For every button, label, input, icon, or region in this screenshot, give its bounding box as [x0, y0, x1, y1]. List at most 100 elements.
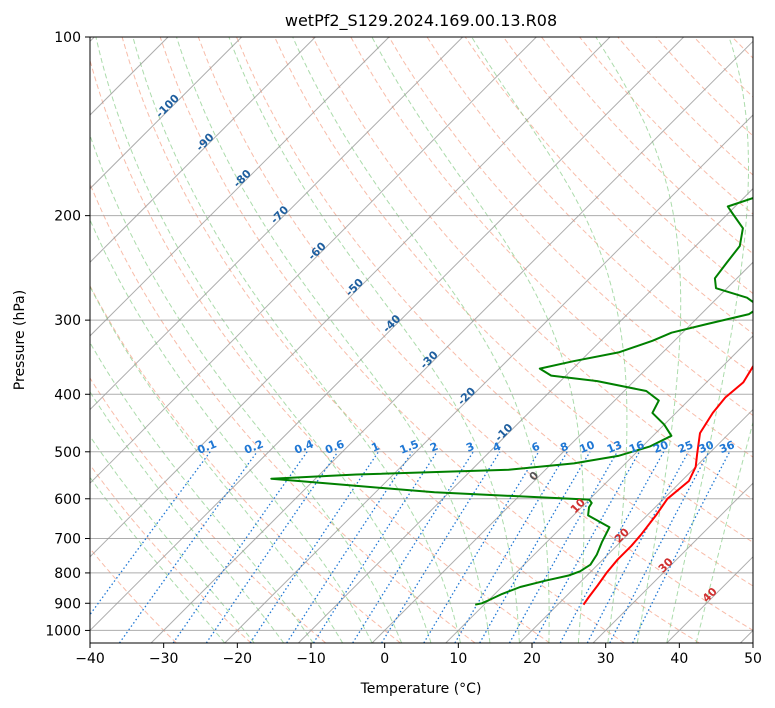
- x-tick-label: −20: [223, 651, 253, 667]
- dry-adiabat-label: -70: [268, 203, 291, 226]
- line-label-layer: 0.1 0.2 0.4 0.6 1 1.5 2 3 4 6 8 10 13 16 20 25 30 36-100-…: [153, 92, 737, 605]
- x-tick-label: 10: [449, 651, 467, 667]
- dry-adiabat: [502, 37, 753, 295]
- dry-adiabat-label: -40: [380, 312, 403, 335]
- moist-adiabat: [90, 285, 344, 643]
- isotherm: [150, 40, 753, 643]
- dry-adiabat: [159, 37, 700, 643]
- moist-adiabat: [90, 476, 226, 643]
- dry-adiabat: [90, 58, 551, 643]
- mixing-ratio-label: 13: [605, 438, 624, 456]
- mixing-ratio-label: 36: [717, 438, 736, 456]
- isotherm: [298, 187, 753, 643]
- y-tick-label: 600: [54, 492, 81, 508]
- mixing-ratio-label: 2: [428, 440, 440, 455]
- dry-adiabat: [90, 284, 401, 643]
- y-tick-label: 400: [54, 387, 81, 403]
- isotherm: [90, 37, 243, 190]
- mixing-ratio-line: [172, 451, 308, 643]
- isotherm: [371, 261, 753, 643]
- mixing-ratio-line: [559, 451, 665, 643]
- moist-adiabat: [292, 37, 550, 643]
- x-tick-label: 40: [670, 651, 688, 667]
- mixing-ratio-label: 25: [676, 438, 695, 456]
- y-axis-label: Pressure (hPa): [12, 290, 28, 390]
- mixing-ratio-label: 0.6: [323, 437, 346, 456]
- dry-adiabat: [464, 37, 753, 335]
- moist-adiabat-label: 20: [612, 525, 632, 545]
- mixing-ratio-label: 8: [558, 440, 570, 455]
- isotherm: [90, 37, 316, 263]
- mixing-ratio-label: 30: [697, 438, 716, 456]
- dry-adiabat-label: -90: [193, 130, 216, 153]
- dry-adiabat-label: -50: [343, 276, 366, 299]
- x-tick-label: −40: [75, 651, 105, 667]
- x-tick-label: 20: [523, 651, 541, 667]
- dry-adiabat-label: -20: [455, 384, 478, 407]
- mixing-ratio-line: [118, 451, 258, 643]
- isotherm: [90, 37, 685, 632]
- y-tick-label: 300: [54, 313, 81, 329]
- x-tick-label: 30: [597, 651, 615, 667]
- moist-adiabat: [371, 37, 585, 643]
- moist-adiabat: [176, 37, 491, 643]
- dry-adiabat: [350, 37, 753, 458]
- moist-adiabat-label: 30: [656, 555, 676, 575]
- dry-adiabat: [731, 37, 753, 59]
- y-tick-label: 800: [54, 566, 81, 582]
- y-axis: 100 200 300 400 500 600 700 800 900 1000: [45, 30, 90, 639]
- y-tick-label: 200: [54, 209, 81, 225]
- moist-adiabat: [90, 390, 285, 643]
- moist-adiabat: [695, 420, 753, 643]
- dry-adiabat: [236, 37, 753, 587]
- moist-adiabat: [90, 341, 314, 643]
- dry-adiabat: [90, 547, 177, 643]
- mixing-ratio-line: [586, 451, 689, 643]
- moist-adiabat: [90, 435, 255, 643]
- dewpoint-profile-line: [270, 197, 753, 606]
- mixing-ratio-label: 10: [578, 438, 597, 456]
- isotherm: [519, 408, 753, 643]
- y-tick-label: 700: [54, 532, 81, 548]
- isotherm: [90, 37, 390, 337]
- isotherm: [445, 335, 753, 643]
- moist-adiabat: [471, 37, 628, 643]
- moist-adiabat: [228, 37, 520, 643]
- y-tick-label: 900: [54, 596, 81, 612]
- dry-adiabat: [274, 37, 753, 543]
- y-tick-label: 500: [54, 445, 81, 461]
- mixing-ratio-line: [205, 451, 339, 643]
- x-tick-label: 0: [380, 651, 389, 667]
- mixing-ratio-line: [286, 451, 413, 643]
- dry-adiabat: [617, 37, 753, 176]
- series-layer: [270, 197, 753, 606]
- x-tick-label: 50: [744, 651, 762, 667]
- mixing-ratio-label: 1.5: [398, 437, 421, 456]
- mixing-ratio-line: [249, 451, 380, 643]
- mixing-ratio-line: [90, 451, 211, 616]
- mixing-ratio-line: [423, 451, 540, 643]
- moist-adiabat: [90, 218, 373, 643]
- temperature-profile-line: [582, 364, 753, 606]
- x-tick-label: −30: [149, 651, 179, 667]
- dry-adiabat: [90, 464, 252, 643]
- isotherm: [666, 556, 753, 643]
- isotherm: [90, 37, 611, 558]
- isotherm: [90, 37, 537, 484]
- dry-adiabat: [388, 37, 753, 417]
- mixing-ratio-line: [454, 451, 568, 643]
- dry-adiabat: [197, 37, 753, 631]
- dry-adiabat: [121, 37, 625, 643]
- mixing-ratio-label: 1: [370, 440, 382, 455]
- x-axis-label: Temperature (°C): [360, 681, 482, 697]
- mixing-ratio-label: 0.4: [293, 437, 316, 456]
- isotherm: [90, 37, 464, 411]
- mixing-ratio-label: 0.2: [242, 437, 265, 456]
- dry-adiabat: [426, 37, 753, 375]
- mixing-ratio-line: [508, 451, 618, 643]
- mixing-ratio-line: [632, 451, 731, 643]
- mixing-ratio-label: 20: [651, 438, 670, 456]
- dry-adiabat: [655, 37, 753, 137]
- dry-adiabat: [90, 377, 327, 643]
